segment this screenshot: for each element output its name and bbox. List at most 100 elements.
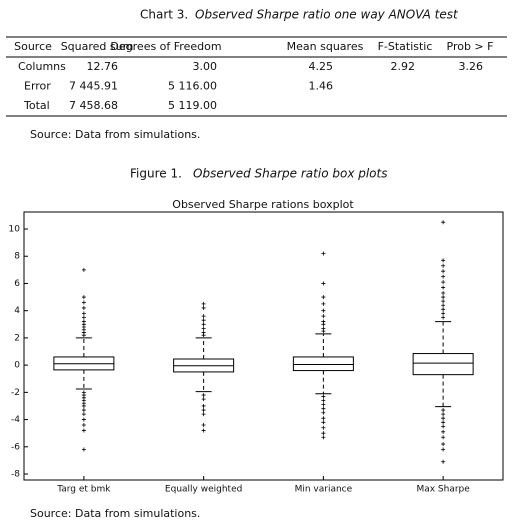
outlier <box>81 417 86 422</box>
y-tick-label: -8 <box>11 470 20 480</box>
outlier <box>201 326 206 331</box>
outlier <box>201 423 206 428</box>
box <box>412 353 474 376</box>
x-tick-label: Targ et bmk <box>56 485 111 495</box>
outlier <box>81 333 86 338</box>
figure-label: Figure 1. <box>130 167 182 181</box>
outlier <box>201 412 206 417</box>
outlier <box>441 311 446 316</box>
outlier <box>441 416 446 421</box>
outlier <box>201 314 206 319</box>
outlier <box>201 322 206 327</box>
outlier <box>441 429 446 434</box>
table-cell: 12.76 <box>87 60 119 73</box>
outlier <box>201 305 206 310</box>
y-tick-label: 4 <box>14 306 20 316</box>
figure-source: Source: Data from simulations. <box>30 507 200 520</box>
outlier <box>81 311 86 316</box>
outlier <box>201 393 206 398</box>
y-tick-label: 10 <box>9 225 21 235</box>
x-tick-label: Max Sharpe <box>416 485 470 495</box>
outlier <box>81 403 86 408</box>
column-header: Degrees of Freedom <box>110 40 221 53</box>
y-tick-label: 6 <box>14 279 20 289</box>
table-cell: 7 458.68 <box>69 99 118 112</box>
outlier <box>441 420 446 425</box>
outlier <box>321 420 326 425</box>
outlier <box>321 425 326 430</box>
outlier <box>441 290 446 295</box>
outlier <box>321 329 326 334</box>
outlier <box>441 459 446 464</box>
table-cell: 7 445.91 <box>69 80 118 93</box>
table-source: Source: Data from simulations. <box>30 128 200 141</box>
outlier <box>321 410 326 415</box>
outlier <box>81 267 86 272</box>
outlier <box>321 322 326 327</box>
chart-label: Chart 3. <box>140 8 188 22</box>
outlier <box>441 280 446 285</box>
row-label: Columns <box>18 60 66 73</box>
figure-title: Observed Sharpe ratio box plots <box>193 167 387 181</box>
table-cell: 5 116.00 <box>168 80 217 93</box>
outlier <box>441 220 446 225</box>
outlier <box>81 295 86 300</box>
row-label: Total <box>23 99 50 112</box>
outlier <box>321 406 326 411</box>
y-tick-label: 2 <box>14 333 20 343</box>
outlier <box>321 416 326 421</box>
column-header: Mean squares <box>287 40 364 53</box>
outlier <box>441 263 446 268</box>
table-cell: 4.25 <box>309 60 334 73</box>
outlier <box>441 412 446 417</box>
column-header: Source <box>14 40 52 53</box>
outlier <box>321 295 326 300</box>
outlier <box>321 435 326 440</box>
table-cell: 3.00 <box>193 60 218 73</box>
outlier <box>321 431 326 436</box>
outlier <box>321 251 326 256</box>
x-tick-label: Min variance <box>295 485 353 495</box>
table-cell: 5 119.00 <box>168 99 217 112</box>
outlier <box>441 435 446 440</box>
outlier <box>441 442 446 447</box>
plot-frame <box>23 211 504 481</box>
outlier <box>441 258 446 263</box>
box <box>292 356 354 372</box>
outlier <box>201 408 206 413</box>
x-tick-label: Equally weighted <box>165 485 242 495</box>
outlier <box>201 403 206 408</box>
outlier <box>201 333 206 338</box>
outlier <box>441 424 446 429</box>
y-tick-label: 8 <box>14 252 20 262</box>
y-tick-label: 0 <box>14 361 20 371</box>
outlier <box>321 402 326 407</box>
outlier <box>321 394 326 399</box>
outlier <box>441 285 446 290</box>
table-cell: 2.92 <box>391 60 416 73</box>
outlier <box>441 295 446 300</box>
outlier <box>441 315 446 320</box>
outlier <box>441 307 446 312</box>
outlier <box>81 447 86 452</box>
outlier <box>81 428 86 433</box>
table-cell: 1.46 <box>309 80 334 93</box>
column-header: F-Statistic <box>378 40 433 53</box>
column-header: Squared sum <box>61 40 134 53</box>
outlier <box>81 423 86 428</box>
outlier <box>321 301 326 306</box>
plot-title: Observed Sharpe rations boxplot <box>172 198 354 211</box>
outlier <box>81 300 86 305</box>
y-tick-label: -2 <box>11 388 20 398</box>
outlier <box>321 398 326 403</box>
outlier <box>441 269 446 274</box>
outlier <box>81 412 86 417</box>
outlier <box>441 274 446 279</box>
outlier <box>441 303 446 308</box>
outlier <box>81 315 86 320</box>
row-label: Error <box>24 80 51 93</box>
outlier <box>321 281 326 286</box>
column-header: Prob > F <box>447 40 494 53</box>
